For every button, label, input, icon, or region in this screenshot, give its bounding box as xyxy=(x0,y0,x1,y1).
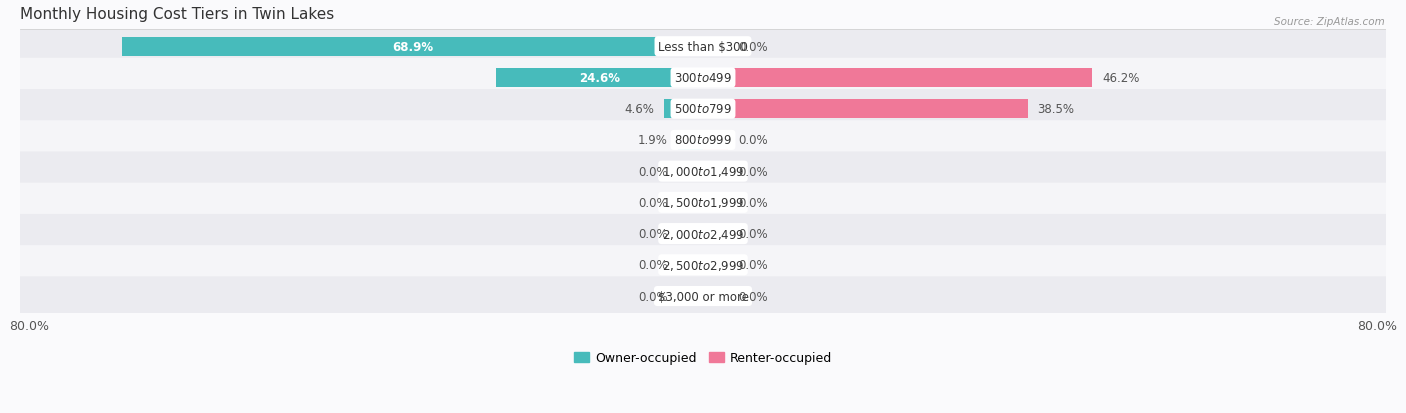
Text: 0.0%: 0.0% xyxy=(638,259,668,272)
Text: 0.0%: 0.0% xyxy=(738,259,768,272)
Text: 0.0%: 0.0% xyxy=(738,228,768,240)
Bar xyxy=(703,100,1028,119)
Bar xyxy=(703,224,728,244)
Bar xyxy=(678,162,703,181)
Text: 4.6%: 4.6% xyxy=(624,103,654,116)
Text: $800 to $999: $800 to $999 xyxy=(673,134,733,147)
Text: Source: ZipAtlas.com: Source: ZipAtlas.com xyxy=(1274,17,1385,26)
Text: 1.9%: 1.9% xyxy=(638,134,668,147)
Text: 24.6%: 24.6% xyxy=(579,72,620,85)
Text: 0.0%: 0.0% xyxy=(738,165,768,178)
FancyBboxPatch shape xyxy=(10,59,1396,98)
Text: $2,000 to $2,499: $2,000 to $2,499 xyxy=(662,227,744,241)
Bar xyxy=(703,38,728,57)
Bar xyxy=(703,69,1092,88)
Text: 0.0%: 0.0% xyxy=(738,290,768,303)
Text: 0.0%: 0.0% xyxy=(638,228,668,240)
Text: 0.0%: 0.0% xyxy=(638,290,668,303)
Text: 0.0%: 0.0% xyxy=(638,165,668,178)
Text: 68.9%: 68.9% xyxy=(392,40,433,54)
Text: 0.0%: 0.0% xyxy=(738,134,768,147)
FancyBboxPatch shape xyxy=(10,28,1396,67)
FancyBboxPatch shape xyxy=(10,152,1396,191)
Text: 0.0%: 0.0% xyxy=(738,196,768,209)
Bar xyxy=(496,69,703,88)
Text: 0.0%: 0.0% xyxy=(638,196,668,209)
FancyBboxPatch shape xyxy=(10,214,1396,254)
Text: $3,000 or more: $3,000 or more xyxy=(658,290,748,303)
Text: Less than $300: Less than $300 xyxy=(658,40,748,54)
Text: $2,500 to $2,999: $2,500 to $2,999 xyxy=(662,258,744,272)
FancyBboxPatch shape xyxy=(10,277,1396,316)
Text: 0.0%: 0.0% xyxy=(738,40,768,54)
Text: $1,000 to $1,499: $1,000 to $1,499 xyxy=(662,165,744,179)
Bar xyxy=(703,287,728,306)
Text: $1,500 to $1,999: $1,500 to $1,999 xyxy=(662,196,744,210)
Bar xyxy=(703,131,728,150)
FancyBboxPatch shape xyxy=(10,121,1396,160)
Text: 46.2%: 46.2% xyxy=(1102,72,1140,85)
Legend: Owner-occupied, Renter-occupied: Owner-occupied, Renter-occupied xyxy=(568,347,838,370)
Bar xyxy=(664,100,703,119)
Bar xyxy=(678,224,703,244)
Bar xyxy=(678,131,703,150)
Bar xyxy=(703,193,728,213)
Bar xyxy=(703,162,728,181)
Bar xyxy=(678,256,703,275)
Text: $300 to $499: $300 to $499 xyxy=(673,72,733,85)
FancyBboxPatch shape xyxy=(10,90,1396,129)
FancyBboxPatch shape xyxy=(10,183,1396,223)
Text: 38.5%: 38.5% xyxy=(1038,103,1074,116)
Bar xyxy=(122,38,703,57)
Bar xyxy=(678,287,703,306)
FancyBboxPatch shape xyxy=(10,246,1396,285)
Bar xyxy=(703,256,728,275)
Bar xyxy=(678,193,703,213)
Text: Monthly Housing Cost Tiers in Twin Lakes: Monthly Housing Cost Tiers in Twin Lakes xyxy=(20,7,335,22)
Text: $500 to $799: $500 to $799 xyxy=(673,103,733,116)
